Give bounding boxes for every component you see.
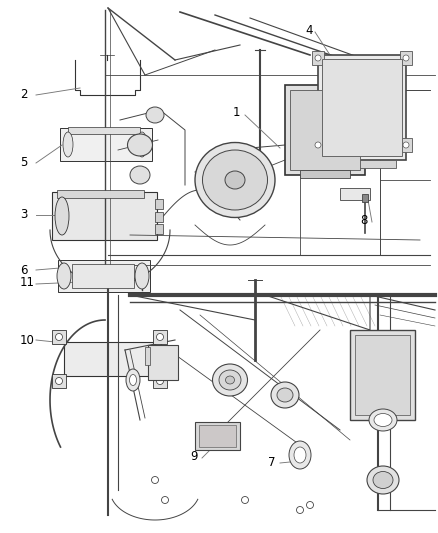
Text: 11: 11 (20, 276, 35, 288)
Text: 4: 4 (305, 23, 312, 36)
Circle shape (403, 142, 409, 148)
Text: 7: 7 (268, 456, 276, 469)
Ellipse shape (294, 447, 306, 463)
Circle shape (297, 506, 304, 513)
Bar (340, 188, 370, 200)
Ellipse shape (126, 369, 140, 391)
Ellipse shape (373, 472, 393, 489)
Bar (52, 374, 66, 388)
Text: 5: 5 (20, 157, 27, 169)
Bar (285, 85, 365, 175)
Ellipse shape (212, 364, 247, 396)
Bar (155, 199, 163, 209)
Ellipse shape (130, 375, 137, 385)
Bar (60, 128, 152, 161)
Bar (318, 55, 406, 160)
Bar (52, 330, 66, 344)
Bar (145, 347, 150, 365)
Bar (148, 345, 178, 380)
Ellipse shape (277, 388, 293, 402)
Text: 8: 8 (360, 214, 367, 227)
Ellipse shape (146, 107, 164, 123)
Text: 9: 9 (190, 450, 198, 464)
Bar (155, 224, 163, 234)
Circle shape (56, 377, 63, 384)
Bar (290, 90, 360, 170)
Ellipse shape (130, 166, 150, 184)
Circle shape (156, 334, 163, 341)
Circle shape (156, 377, 163, 384)
Bar (57, 190, 144, 198)
Ellipse shape (55, 197, 69, 235)
Bar (195, 422, 240, 450)
Circle shape (315, 142, 321, 148)
Text: 10: 10 (20, 334, 35, 346)
Bar (155, 212, 163, 222)
Bar (300, 170, 350, 178)
Ellipse shape (226, 376, 234, 384)
Bar (72, 264, 134, 288)
Bar (355, 335, 410, 415)
Bar (199, 425, 236, 447)
Ellipse shape (57, 263, 71, 289)
Ellipse shape (225, 171, 245, 189)
Bar (153, 330, 167, 344)
Circle shape (152, 477, 159, 483)
Ellipse shape (369, 409, 397, 431)
Bar (322, 59, 402, 156)
Bar (400, 138, 412, 152)
Bar (64, 342, 155, 376)
Bar (153, 374, 167, 388)
Bar (362, 194, 368, 202)
Ellipse shape (127, 134, 152, 156)
Bar (58, 260, 150, 292)
Ellipse shape (195, 142, 275, 217)
Bar (52, 192, 157, 240)
Ellipse shape (137, 132, 147, 157)
Ellipse shape (367, 466, 399, 494)
Bar (400, 51, 412, 65)
Bar (350, 330, 415, 420)
Circle shape (56, 334, 63, 341)
Bar (312, 51, 324, 65)
Text: 2: 2 (20, 88, 28, 101)
Ellipse shape (271, 382, 299, 408)
Circle shape (241, 497, 248, 504)
Text: 6: 6 (20, 263, 28, 277)
Bar (68, 127, 140, 134)
Circle shape (307, 502, 314, 508)
Bar (328, 160, 396, 168)
Bar (312, 138, 324, 152)
Ellipse shape (219, 370, 241, 390)
Ellipse shape (374, 414, 392, 426)
Ellipse shape (289, 441, 311, 469)
Circle shape (162, 497, 169, 504)
Ellipse shape (63, 132, 73, 157)
Ellipse shape (202, 150, 268, 210)
Circle shape (403, 55, 409, 61)
Text: 3: 3 (20, 208, 27, 222)
Text: 1: 1 (233, 107, 240, 119)
Ellipse shape (135, 263, 149, 289)
Circle shape (315, 55, 321, 61)
